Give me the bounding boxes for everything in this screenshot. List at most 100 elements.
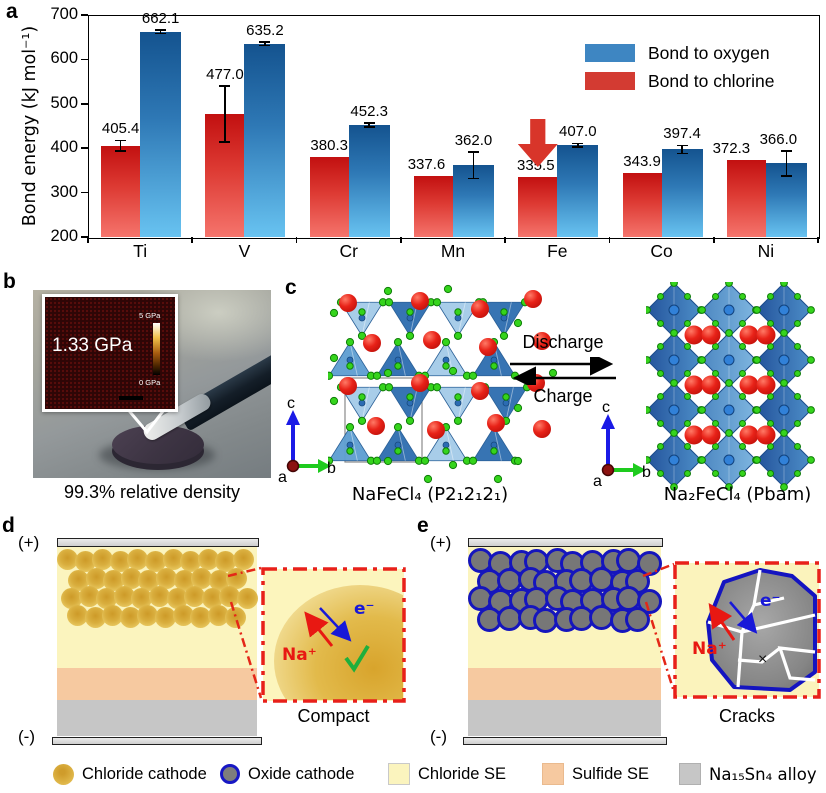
cl-atom: [468, 456, 478, 465]
c-axis-arrowhead: [601, 414, 615, 429]
fe-atom: [723, 454, 735, 466]
value-label: 662.1: [141, 10, 180, 28]
a-axis-dot: [286, 459, 300, 473]
y-tick: [81, 236, 88, 238]
cl-atom: [712, 393, 719, 400]
cl-atom: [739, 343, 746, 350]
oxide-cathode-swatch-icon: [220, 764, 240, 784]
cl-atom: [345, 423, 355, 432]
color-scale: [153, 323, 160, 375]
tetrahedron-edge: [409, 387, 418, 421]
cl-atom: [670, 429, 678, 437]
density-caption: 99.3% relative density: [63, 482, 241, 502]
cl-atom: [767, 443, 774, 450]
chloride-particle: [92, 548, 114, 570]
cl-atom: [739, 470, 746, 477]
y-axis-label: Bond energy (kJ mol⁻¹): [20, 25, 40, 227]
cl-atom: [684, 320, 691, 327]
error-bar-cap: [468, 150, 479, 153]
cl-atom: [393, 423, 403, 432]
legend-item-sulfide-se: Sulfide SE: [542, 762, 649, 786]
chloride-se-swatch-icon: [388, 763, 410, 785]
cl-atom: [493, 474, 503, 484]
cl-atom: [443, 284, 453, 294]
na-ion-label: Na⁺: [692, 639, 727, 659]
chloride-particle: [215, 550, 237, 572]
tetrahedron-edge: [445, 427, 454, 461]
cl-atom: [767, 370, 774, 377]
y-tick: [81, 58, 88, 61]
cl-atom: [393, 338, 403, 347]
error-bar-cap: [780, 174, 792, 177]
chloride-particle: [57, 548, 78, 570]
tetrahedron-edge: [505, 387, 514, 421]
cl-atom: [384, 383, 394, 392]
cl-atom: [684, 443, 691, 450]
na-atom: [471, 300, 489, 318]
current-collector-bottom-d: [52, 737, 262, 745]
chloride-particle: [149, 585, 170, 607]
cl-atom: [358, 308, 366, 316]
y-tick-label: 500: [50, 93, 78, 112]
y-tick-label: 300: [50, 182, 78, 201]
error-bar-cap: [259, 44, 271, 47]
y-tick-label: 700: [50, 5, 78, 23]
cl-atom: [499, 331, 509, 340]
error-bar-cap: [259, 41, 271, 43]
cl-atom: [468, 371, 478, 380]
error-bar: [472, 151, 475, 179]
cl-atom: [698, 306, 706, 314]
current-collector-bottom-e: [463, 737, 667, 745]
cl-atom: [657, 343, 664, 350]
cl-atom: [753, 306, 761, 314]
na-atom: [427, 421, 445, 439]
chloride-particle: [155, 607, 176, 629]
cl-atom: [767, 470, 774, 477]
cl-atom: [725, 429, 733, 437]
compact-caption: Compact: [297, 706, 370, 726]
fe-atom: [778, 354, 790, 366]
cl-atom: [807, 306, 815, 314]
chart-legend-label: Bond to chlorine: [648, 71, 775, 91]
chloride-particle: [180, 550, 202, 572]
cl-atom: [712, 470, 719, 477]
value-label: 405.4: [101, 120, 140, 138]
cl-atom: [794, 343, 801, 350]
cracks-inset: Na⁺ e⁻ ×: [673, 561, 821, 699]
chloride-particle: [103, 570, 125, 592]
chloride-particle: [131, 587, 153, 609]
c-axis-label: c: [287, 396, 295, 412]
blocked-mark: ×: [758, 651, 767, 668]
x-tick: [400, 237, 402, 243]
cl-atom: [794, 470, 801, 477]
cl-atom: [794, 393, 801, 400]
na-atom: [339, 294, 357, 312]
value-label: 452.3: [350, 103, 388, 121]
chloride-particle: [138, 570, 160, 592]
cl-atom: [448, 460, 458, 470]
c-axis-label: c: [602, 400, 610, 416]
cl-atom: [358, 393, 366, 401]
bar-oxygen-co: [661, 149, 703, 237]
electron-arrow: [319, 607, 352, 642]
nafecl4-structure: [328, 284, 558, 484]
x-tick: [191, 237, 194, 243]
x-tick: [712, 237, 715, 243]
error-bar-cap: [155, 29, 167, 31]
b-axis-arrowhead: [633, 463, 646, 477]
na-atom: [701, 325, 721, 345]
bar-oxygen-ti: [140, 31, 182, 237]
na-atom: [756, 425, 776, 445]
zoom-connector-d: [227, 566, 263, 699]
cl-atom: [646, 456, 651, 464]
cl-atom: [453, 331, 463, 340]
zoom-connector-e: [642, 562, 676, 693]
electron-label: e⁻: [354, 599, 375, 619]
cl-atom: [698, 356, 706, 364]
tetrahedron-edge: [457, 387, 466, 421]
cracked-particle: [706, 568, 817, 692]
c-axis-arrowhead: [286, 410, 300, 425]
cl-atom: [346, 447, 354, 455]
alloy-swatch-icon: [679, 763, 701, 785]
chloride-particle: [68, 570, 89, 592]
